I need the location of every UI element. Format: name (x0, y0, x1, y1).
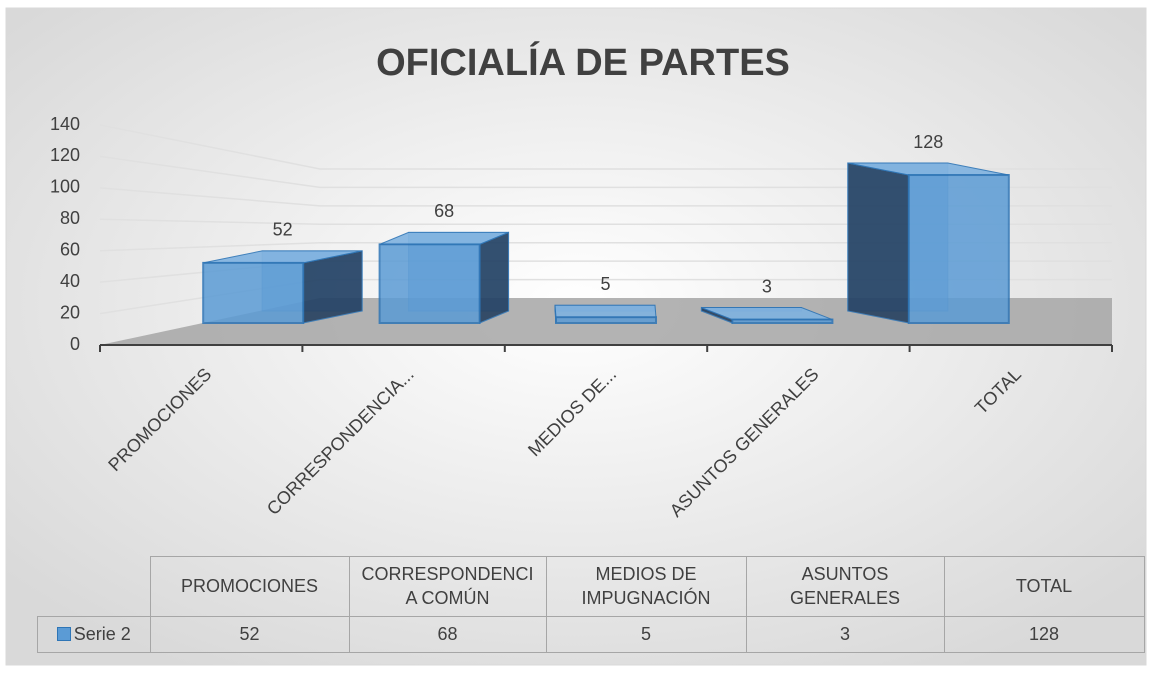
table-row-label: Serie 2 (37, 616, 151, 653)
y-tick-label: 40 (60, 271, 80, 291)
bar-front (731, 318, 834, 325)
table-cell: 52 (149, 616, 350, 653)
table-column-header: TOTAL (943, 556, 1145, 617)
bar (378, 231, 510, 324)
bar-side (847, 162, 910, 324)
y-tick-label: 120 (50, 145, 80, 165)
data-label: 128 (913, 132, 943, 152)
y-tick-label: 60 (60, 239, 80, 259)
y-tick-label: 100 (50, 177, 80, 197)
table-header-row: PROMOCIONES CORRESPONDENCIA COMÚN MEDIOS D… (37, 556, 1145, 617)
legend-key (56, 626, 71, 641)
table-cell: 3 (745, 616, 945, 653)
bar-top (554, 304, 657, 318)
legend-label: Serie 2 (73, 623, 131, 644)
data-table: PROMOCIONES CORRESPONDENCIA COMÚN MEDIOS D… (37, 556, 1145, 653)
bar (847, 162, 1010, 324)
bar (202, 250, 363, 324)
data-label: 3 (762, 276, 772, 296)
bar-side (302, 250, 363, 324)
y-tick-label: 20 (60, 302, 80, 322)
bar-front (555, 316, 657, 325)
y-tick-label: 0 (70, 334, 80, 354)
bar-front (378, 243, 481, 324)
chart-title: OFICIALÍA DE PARTES (376, 40, 790, 84)
table-row: Serie 2 52 68 5 3 128 (37, 616, 1145, 653)
data-label: 68 (434, 201, 454, 221)
table-cell: 128 (943, 616, 1145, 653)
data-label: 5 (600, 274, 610, 294)
table-cell: 68 (348, 616, 547, 653)
bar (554, 304, 657, 325)
table-column-header: MEDIOS DE IMPUGNACIÓN (545, 556, 747, 617)
table-column-header: CORRESPONDENCIA COMÚN (348, 556, 547, 617)
table-corner (37, 556, 151, 617)
table-column-header: ASUNTOS GENERALES (745, 556, 945, 617)
bar-side (479, 231, 510, 324)
bar-front (202, 261, 305, 324)
y-tick-label: 140 (50, 114, 80, 134)
bar-front (907, 174, 1010, 324)
table-cell: 5 (545, 616, 747, 653)
table-column-header: PROMOCIONES (149, 556, 350, 617)
bar (700, 306, 834, 325)
y-tick-label: 80 (60, 208, 80, 228)
data-label: 52 (273, 220, 293, 240)
